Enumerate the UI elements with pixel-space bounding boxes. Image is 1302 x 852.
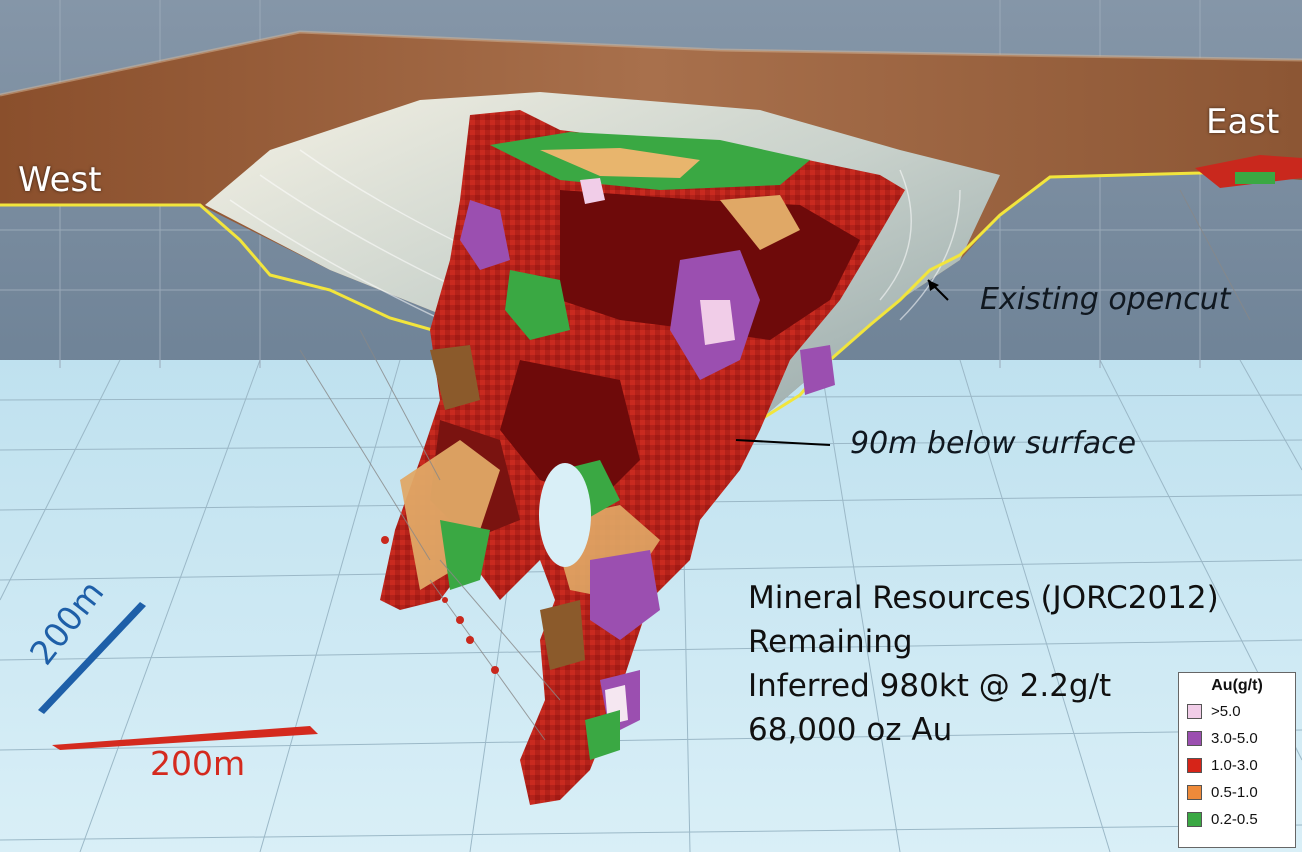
legend-label: 1.0-3.0	[1211, 757, 1258, 774]
legend-label: 3.0-5.0	[1211, 730, 1258, 747]
legend-label: 0.2-0.5	[1211, 811, 1258, 828]
legend-item: >5.0	[1187, 698, 1287, 725]
resource-summary: Mineral Resources (JORC2012) Remaining I…	[748, 576, 1219, 752]
east-orebody-fragment	[1195, 155, 1302, 188]
legend-label: 0.5-1.0	[1211, 784, 1258, 801]
resource-line-1: Mineral Resources (JORC2012)	[748, 580, 1219, 616]
horizontal-scale-label: 200m	[150, 744, 246, 783]
east-label: East	[1206, 102, 1280, 142]
legend-swatch	[1187, 704, 1202, 719]
orebody-block-model	[380, 110, 905, 805]
resource-line-3: Inferred 980kt @ 2.2g/t	[748, 668, 1112, 704]
vertical-scale-bar	[38, 602, 146, 714]
legend-item: 0.2-0.5	[1187, 806, 1287, 833]
drill-intercepts	[381, 536, 499, 674]
existing-opencut-label: Existing opencut	[980, 282, 1231, 317]
legend-swatch	[1187, 758, 1202, 773]
legend-swatch	[1187, 731, 1202, 746]
horizontal-scale-bar	[52, 726, 318, 750]
legend-item: 1.0-3.0	[1187, 752, 1287, 779]
depth-note-label: 90m below surface	[850, 426, 1137, 461]
legend-label: >5.0	[1211, 703, 1241, 720]
west-label: West	[18, 160, 102, 200]
legend-title: Au(g/t)	[1211, 677, 1263, 694]
legend-swatch	[1187, 785, 1202, 800]
legend-item: 3.0-5.0	[1187, 725, 1287, 752]
resource-line-4: 68,000 oz Au	[748, 712, 953, 748]
drill-traces	[299, 189, 1251, 741]
floor-grid-lines	[0, 359, 1302, 852]
depth-pointer	[735, 439, 831, 446]
grade-legend: Au(g/t) >5.0 3.0-5.0 1.0-3.0 0.5-1.0 0.2…	[1178, 672, 1296, 848]
legend-swatch	[1187, 812, 1202, 827]
legend-item: 0.5-1.0	[1187, 779, 1287, 806]
resource-line-2: Remaining	[748, 624, 913, 660]
